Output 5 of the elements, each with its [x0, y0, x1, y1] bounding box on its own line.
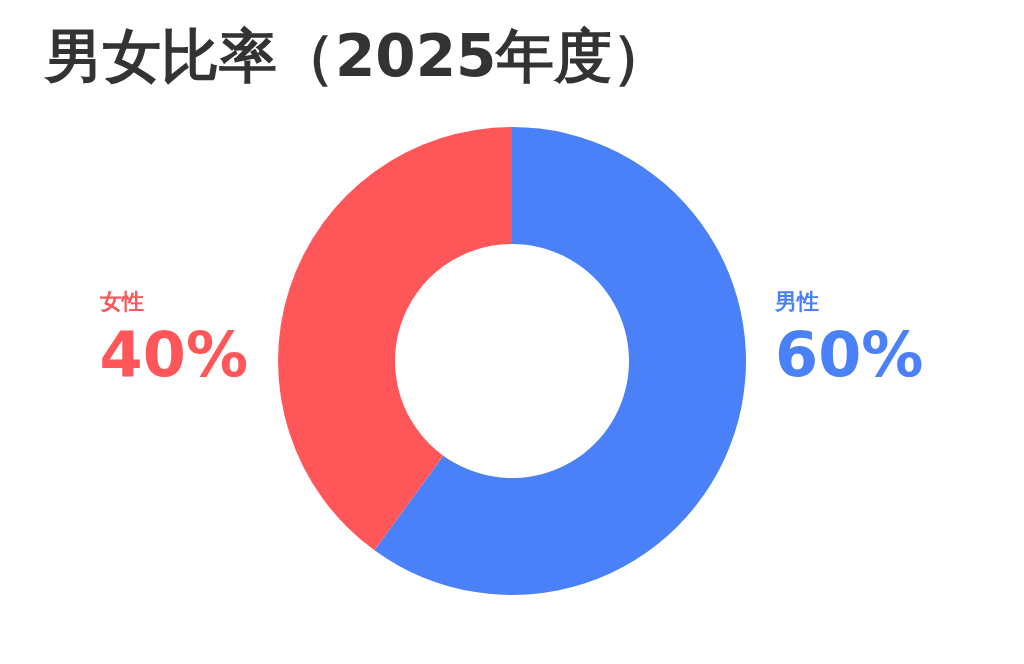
data-label: 40%	[99, 318, 249, 391]
chart-title: 男女比率（2025年度）	[43, 22, 671, 90]
slice-label: 男性	[774, 289, 819, 314]
data-label: 60%	[775, 318, 924, 391]
slice-label: 女性	[98, 289, 144, 314]
